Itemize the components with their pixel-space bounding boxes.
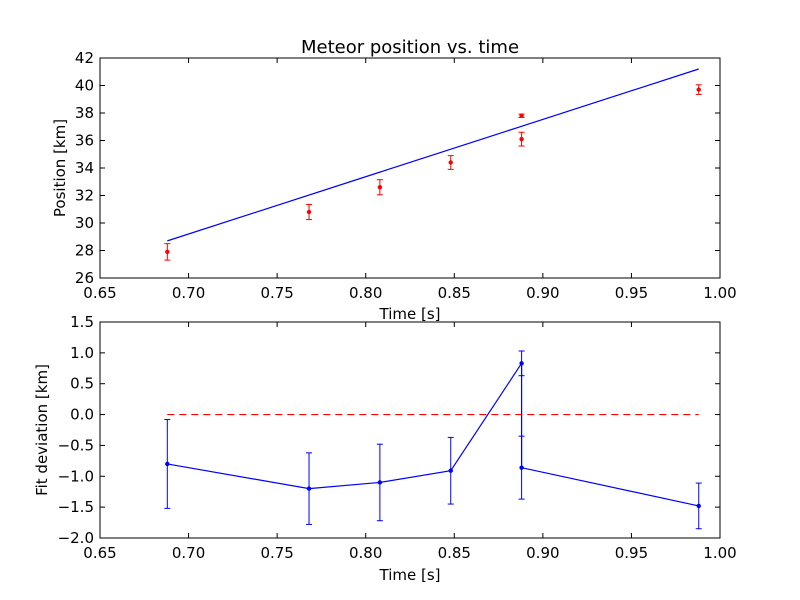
y-tick-label: 40 bbox=[75, 77, 94, 95]
deviation-chart-ticks: 0.65 0.70 0.75 0.80 0.85 0.90 0.95 1.00 −2.0 −1.5… bbox=[58, 313, 737, 562]
position-chart-ylabel: Position [km] bbox=[51, 119, 69, 217]
x-tick-label: 0.65 bbox=[83, 284, 116, 302]
data-point bbox=[519, 113, 524, 118]
x-tick-label: 0.90 bbox=[526, 544, 559, 562]
y-tick-label: 0.5 bbox=[70, 375, 94, 393]
x-tick-label: 0.90 bbox=[526, 284, 559, 302]
x-tick-label: 0.65 bbox=[83, 544, 116, 562]
data-point bbox=[377, 185, 383, 190]
data-point bbox=[448, 160, 453, 165]
deviation-chart-ylabel: Fit deviation [km] bbox=[33, 364, 51, 496]
data-point bbox=[519, 465, 524, 470]
data-point bbox=[519, 136, 524, 142]
data-point bbox=[306, 486, 312, 491]
deviation-chart: 0.65 0.70 0.75 0.80 0.85 0.90 0.95 1.00 −2.0 −1.5… bbox=[33, 313, 737, 584]
x-tick-label: 0.75 bbox=[260, 544, 293, 562]
position-chart-title: Meteor position vs. time bbox=[301, 37, 519, 58]
data-point bbox=[448, 468, 453, 473]
x-tick-label: 0.75 bbox=[260, 284, 293, 302]
x-tick-label: 1.00 bbox=[703, 544, 736, 562]
data-point bbox=[696, 503, 701, 509]
data-point bbox=[377, 480, 383, 485]
data-point bbox=[306, 209, 312, 215]
x-tick-label: 1.00 bbox=[703, 284, 736, 302]
y-tick-label: −0.5 bbox=[58, 436, 94, 454]
x-tick-label: 0.85 bbox=[438, 284, 471, 302]
series-1-line bbox=[167, 68, 699, 242]
deviation-chart-frame bbox=[99, 321, 721, 539]
data-point bbox=[165, 249, 170, 255]
y-tick-label: 1.5 bbox=[70, 313, 94, 331]
x-tick-label: 0.80 bbox=[349, 544, 382, 562]
x-tick-label: 0.70 bbox=[172, 284, 205, 302]
y-tick-label: 36 bbox=[75, 132, 94, 150]
y-tick-label: 34 bbox=[75, 159, 94, 177]
data-point bbox=[165, 461, 170, 467]
data-point bbox=[696, 87, 701, 92]
data-point bbox=[519, 361, 524, 366]
position-chart-ticks: 0.65 0.70 0.75 0.80 0.85 0.90 0.95 1.00 26 28 30 32… bbox=[75, 49, 737, 302]
position-chart: Meteor position vs. time 0.65 0.70 0.75 0.8… bbox=[51, 37, 737, 323]
y-tick-label: 42 bbox=[75, 49, 94, 67]
y-tick-label: 1.0 bbox=[70, 344, 94, 362]
y-tick-label: 28 bbox=[75, 242, 94, 260]
x-tick-label: 0.95 bbox=[615, 544, 648, 562]
y-tick-label: 30 bbox=[75, 214, 94, 232]
position-chart-marks bbox=[164, 68, 702, 261]
y-tick-label: 26 bbox=[75, 269, 94, 287]
y-tick-label: 32 bbox=[75, 187, 94, 205]
x-tick-label: 0.80 bbox=[349, 284, 382, 302]
y-tick-label: −1.5 bbox=[58, 498, 94, 516]
y-tick-label: −2.0 bbox=[58, 529, 94, 547]
x-tick-label: 0.70 bbox=[172, 544, 205, 562]
x-tick-label: 0.95 bbox=[615, 284, 648, 302]
deviation-chart-marks bbox=[164, 350, 702, 530]
y-tick-label: 0.0 bbox=[70, 406, 94, 424]
y-tick-label: 38 bbox=[75, 104, 94, 122]
position-chart-xlabel: Time [s] bbox=[379, 305, 441, 323]
deviation-chart-xlabel: Time [s] bbox=[379, 566, 441, 584]
x-tick-label: 0.85 bbox=[438, 544, 471, 562]
y-tick-label: −1.0 bbox=[58, 467, 94, 485]
